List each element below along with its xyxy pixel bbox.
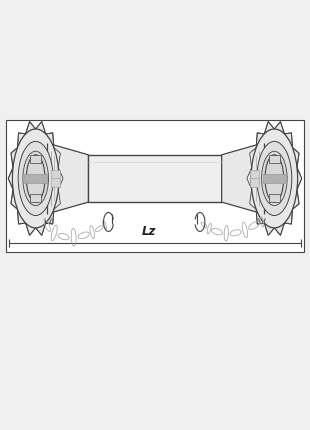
Ellipse shape <box>18 141 53 215</box>
Polygon shape <box>46 133 54 147</box>
Polygon shape <box>250 190 256 209</box>
Polygon shape <box>36 122 46 134</box>
Polygon shape <box>285 133 293 147</box>
Ellipse shape <box>12 129 59 228</box>
Bar <box>269 194 280 202</box>
Ellipse shape <box>262 151 287 206</box>
Polygon shape <box>54 147 60 167</box>
Bar <box>24 174 47 183</box>
Ellipse shape <box>23 151 48 206</box>
Polygon shape <box>274 122 285 134</box>
Polygon shape <box>274 223 285 235</box>
Polygon shape <box>256 133 264 147</box>
Polygon shape <box>293 190 299 209</box>
Ellipse shape <box>26 155 45 202</box>
Polygon shape <box>17 209 25 224</box>
Polygon shape <box>58 167 63 190</box>
Polygon shape <box>264 122 274 134</box>
Ellipse shape <box>265 155 284 202</box>
Polygon shape <box>264 223 274 235</box>
Polygon shape <box>11 147 17 167</box>
Polygon shape <box>25 122 36 134</box>
Polygon shape <box>8 167 13 190</box>
Polygon shape <box>297 167 302 190</box>
Bar <box>263 174 286 183</box>
Polygon shape <box>293 147 299 167</box>
Bar <box>88 155 222 202</box>
Polygon shape <box>46 143 88 214</box>
Polygon shape <box>54 190 60 209</box>
Ellipse shape <box>251 129 298 228</box>
Polygon shape <box>36 223 46 235</box>
Polygon shape <box>46 209 54 224</box>
Polygon shape <box>247 167 252 190</box>
Ellipse shape <box>257 141 292 215</box>
Bar <box>51 170 60 187</box>
Polygon shape <box>25 223 36 235</box>
Polygon shape <box>11 190 17 209</box>
Bar <box>30 155 41 163</box>
Text: Lz: Lz <box>142 225 156 238</box>
Bar <box>250 170 259 187</box>
Polygon shape <box>250 147 256 167</box>
Polygon shape <box>222 143 264 214</box>
Bar <box>269 155 280 163</box>
Bar <box>30 194 41 202</box>
Bar <box>6 120 304 252</box>
Polygon shape <box>285 209 293 224</box>
Polygon shape <box>17 133 25 147</box>
Polygon shape <box>256 209 264 224</box>
